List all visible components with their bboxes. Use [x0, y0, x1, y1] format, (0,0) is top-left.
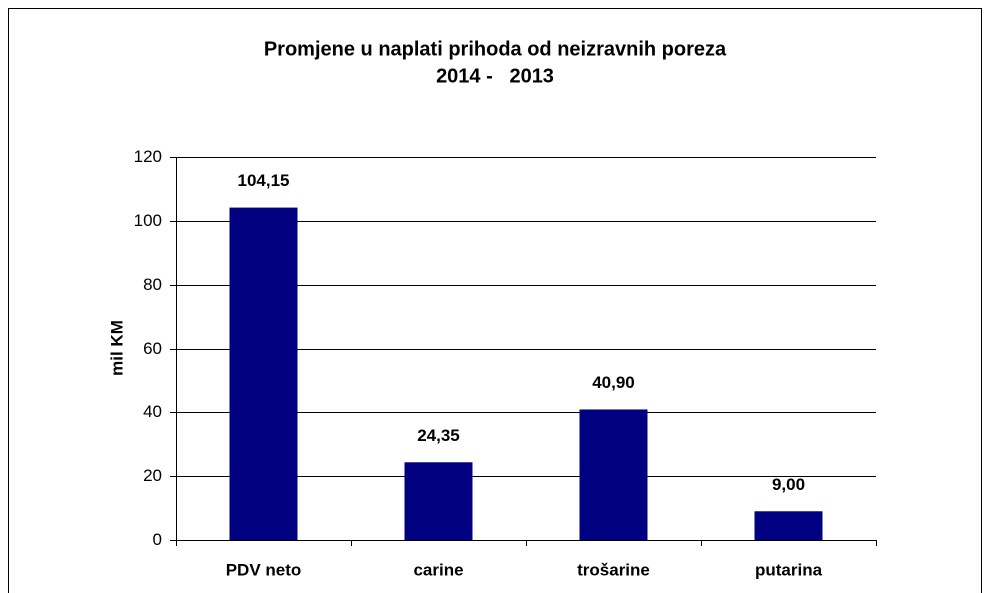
frame — [8, 8, 982, 593]
bar — [579, 409, 648, 540]
bar — [404, 462, 473, 540]
y-axis-label: mil KM — [107, 320, 126, 376]
y-tick-label: 100 — [134, 211, 162, 230]
bar — [229, 207, 298, 540]
y-tick-label: 40 — [143, 402, 162, 421]
value-label: 40,90 — [592, 373, 635, 392]
x-tick-label: trošarine — [577, 560, 650, 579]
y-tick-label: 20 — [143, 466, 162, 485]
value-label: 9,00 — [772, 475, 805, 494]
bar — [754, 511, 823, 540]
x-tick-label: PDV neto — [226, 560, 302, 579]
y-tick-label: 60 — [143, 339, 162, 358]
chart-title: Promjene u naplati prihoda od neizravnih… — [264, 38, 727, 60]
y-tick-label: 80 — [143, 275, 162, 294]
x-tick-label: carine — [413, 560, 463, 579]
chart-subtitle: 2014 - 2013 — [436, 65, 554, 87]
y-tick-label: 120 — [134, 147, 162, 166]
value-label: 24,35 — [417, 426, 460, 445]
x-tick-label: putarina — [755, 560, 823, 579]
value-label: 104,15 — [238, 171, 290, 190]
y-tick-label: 0 — [153, 530, 162, 549]
